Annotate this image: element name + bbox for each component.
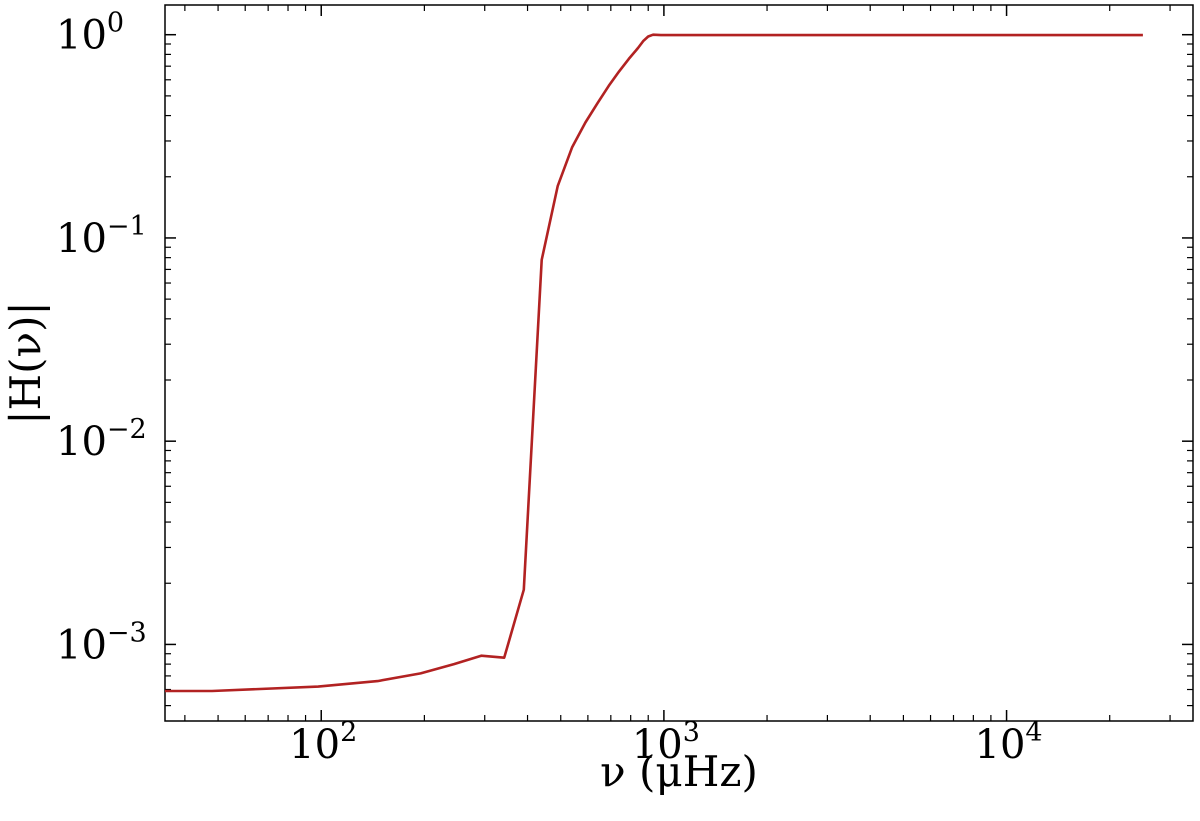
series-line xyxy=(165,33,1143,693)
x-tick-label: 103 xyxy=(632,717,700,768)
minor-ticks xyxy=(165,5,1193,721)
y-tick-label: 100 xyxy=(56,8,124,59)
x-axis-label: ν (μHz) xyxy=(600,747,758,796)
x-tick-label: 104 xyxy=(975,717,1043,768)
x-tick-label: 102 xyxy=(289,717,357,768)
y-axis-label: |H(ν)| xyxy=(1,301,50,424)
y-tick-label: 10−3 xyxy=(56,617,147,668)
plot-area xyxy=(164,4,1194,722)
y-tick-label: 10−2 xyxy=(56,414,147,465)
tick-labels: 102 103 104 100 10−1 10−2 10−3 xyxy=(56,8,1043,768)
major-ticks xyxy=(165,5,1193,721)
y-tick-label: 10−1 xyxy=(56,211,147,262)
